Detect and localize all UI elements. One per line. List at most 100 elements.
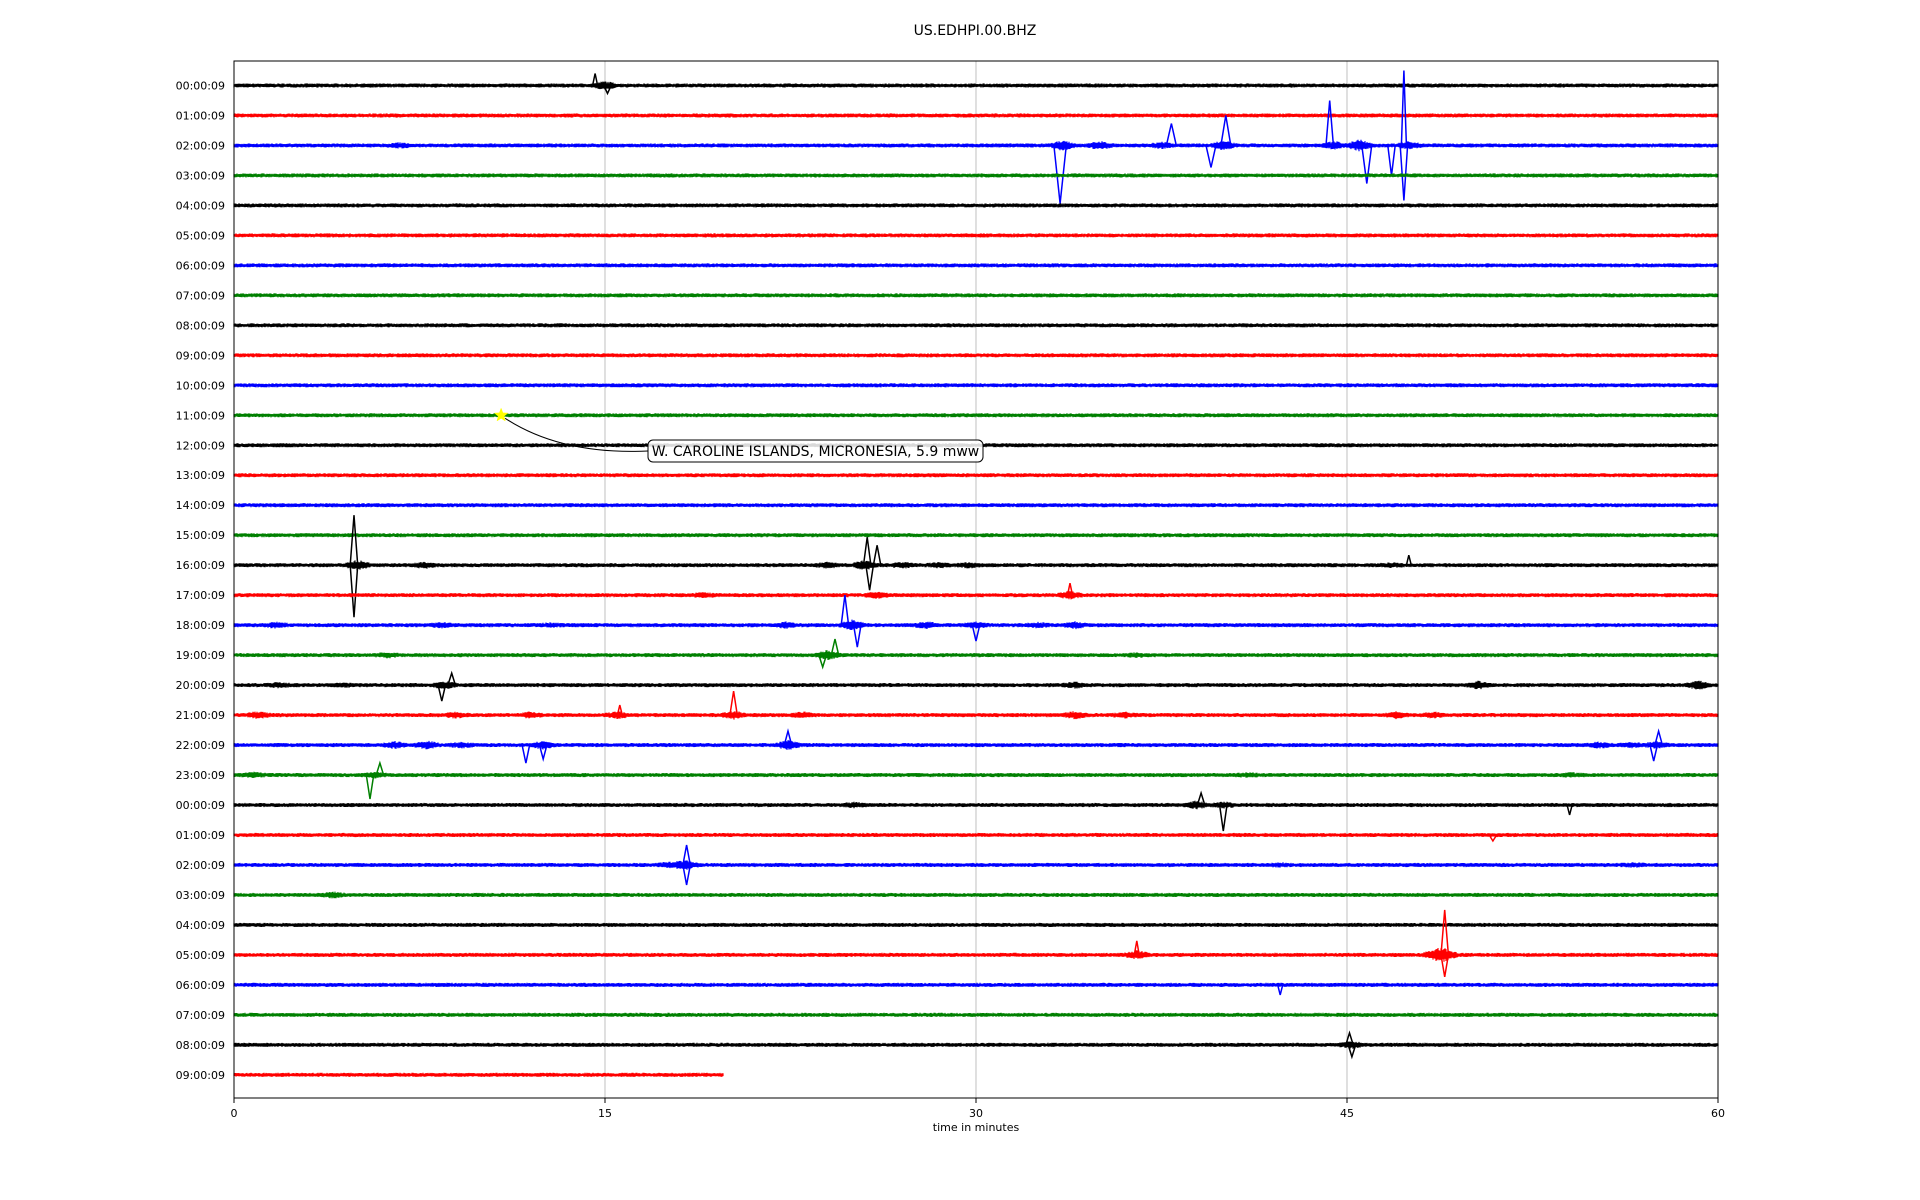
row-time-label: 22:00:09 bbox=[176, 739, 225, 752]
trace-spike bbox=[349, 515, 359, 566]
row-time-label: 02:00:09 bbox=[176, 859, 225, 872]
row-labels: 00:00:09 01:00:09 02:00:09 03:00:09 04:00:09… bbox=[176, 80, 225, 1082]
trace-spike bbox=[1405, 555, 1413, 566]
row-time-label: 01:00:09 bbox=[176, 829, 225, 842]
trace-spike bbox=[437, 684, 447, 702]
grid-lines bbox=[604, 61, 1348, 1098]
row-time-label: 20:00:09 bbox=[176, 679, 225, 692]
x-axis-label: time in minutes bbox=[933, 1121, 1020, 1134]
trace-spike bbox=[349, 565, 359, 618]
trace-spike bbox=[830, 638, 840, 656]
trace-line bbox=[233, 533, 1719, 538]
row-time-label: 12:00:09 bbox=[176, 439, 225, 452]
x-tick-label: 15 bbox=[598, 1107, 612, 1120]
trace-spike bbox=[840, 595, 850, 626]
row-time-label: 02:00:09 bbox=[176, 139, 225, 152]
row-time-label: 14:00:09 bbox=[176, 499, 225, 512]
trace-spike bbox=[865, 565, 875, 591]
trace-spike bbox=[1399, 145, 1409, 201]
row-time-label: 03:00:09 bbox=[176, 889, 225, 902]
annotation-box bbox=[647, 439, 984, 463]
trace-spike bbox=[682, 864, 692, 886]
row-time-label: 17:00:09 bbox=[176, 589, 225, 602]
row-time-label: 06:00:09 bbox=[176, 259, 225, 272]
trace-spike bbox=[1361, 145, 1373, 184]
trace-spike bbox=[1205, 145, 1217, 168]
trace-spike bbox=[852, 625, 862, 648]
trace-spike bbox=[375, 760, 385, 776]
x-ticks: 0 15 30 45 60 bbox=[231, 1098, 1725, 1120]
event-star-marker bbox=[493, 407, 509, 422]
row-time-label: 00:00:09 bbox=[176, 799, 225, 812]
row-time-label: 11:00:09 bbox=[176, 409, 225, 422]
trace-spike bbox=[862, 537, 872, 566]
trace-spike bbox=[1220, 115, 1232, 146]
row-time-label: 04:00:09 bbox=[176, 919, 225, 932]
trace-spike bbox=[1400, 70, 1408, 146]
trace-spike bbox=[1440, 954, 1450, 978]
trace-spike bbox=[971, 624, 981, 642]
trace-line bbox=[233, 233, 1719, 238]
trace-spike bbox=[365, 774, 375, 800]
trace-spike bbox=[1066, 583, 1074, 596]
trace-spike bbox=[1165, 123, 1178, 146]
trace-spike bbox=[729, 690, 739, 716]
row-time-label: 09:00:09 bbox=[176, 1069, 225, 1082]
trace-line bbox=[233, 503, 1719, 508]
event-annotation: W. CAROLINE ISLANDS, MICRONESIA, 5.9 mww bbox=[493, 407, 984, 463]
trace-spike bbox=[591, 73, 599, 86]
row-time-label: 07:00:09 bbox=[176, 1009, 225, 1022]
row-time-label: 00:00:09 bbox=[176, 80, 225, 93]
row-time-label: 09:00:09 bbox=[176, 349, 225, 362]
trace-spike bbox=[1440, 909, 1450, 955]
trace-line bbox=[233, 293, 1719, 298]
trace-spike bbox=[1276, 984, 1284, 996]
trace-spike bbox=[447, 670, 457, 686]
row-time-label: 05:00:09 bbox=[176, 949, 225, 962]
x-tick-label: 30 bbox=[969, 1107, 983, 1120]
trace-spike bbox=[682, 844, 692, 866]
x-tick-label: 45 bbox=[1340, 1107, 1354, 1120]
row-time-label: 23:00:09 bbox=[176, 769, 225, 782]
trace-spike bbox=[1649, 744, 1659, 762]
row-time-label: 16:00:09 bbox=[176, 559, 225, 572]
annotation-connector bbox=[504, 417, 649, 452]
trace-spike bbox=[1488, 834, 1498, 843]
row-time-label: 18:00:09 bbox=[176, 619, 225, 632]
trace-spike bbox=[1347, 1044, 1357, 1060]
trace-spike bbox=[1654, 728, 1664, 746]
row-time-label: 08:00:09 bbox=[176, 319, 225, 332]
row-time-label: 06:00:09 bbox=[176, 979, 225, 992]
row-time-label: 07:00:09 bbox=[176, 289, 225, 302]
trace-spike bbox=[1218, 804, 1228, 832]
trace-spike bbox=[521, 744, 531, 764]
chart-title: US.EDHPI.00.BHZ bbox=[914, 23, 1037, 39]
trace-spike bbox=[1133, 940, 1140, 956]
row-time-label: 13:00:09 bbox=[176, 469, 225, 482]
trace-spike bbox=[603, 85, 612, 96]
row-time-label: 03:00:09 bbox=[176, 169, 225, 182]
annotation-text: W. CAROLINE ISLANDS, MICRONESIA, 5.9 mww bbox=[652, 444, 979, 460]
trace-spike bbox=[818, 654, 828, 670]
trace-spike bbox=[616, 704, 624, 716]
trace-spike bbox=[783, 728, 793, 746]
trace-line bbox=[233, 922, 1719, 927]
trace-spike bbox=[1196, 790, 1206, 806]
row-time-label: 15:00:09 bbox=[176, 529, 225, 542]
row-time-label: 05:00:09 bbox=[176, 229, 225, 242]
row-time-label: 21:00:09 bbox=[176, 709, 225, 722]
row-time-label: 10:00:09 bbox=[176, 379, 225, 392]
trace-spike bbox=[538, 744, 548, 763]
trace-spike bbox=[1345, 1030, 1354, 1046]
x-tick-label: 0 bbox=[231, 1107, 238, 1120]
trace-spike bbox=[872, 545, 882, 566]
x-tick-label: 60 bbox=[1711, 1107, 1725, 1120]
row-time-label: 01:00:09 bbox=[176, 109, 225, 122]
trace-spike bbox=[1325, 100, 1335, 146]
trace-line bbox=[233, 1072, 724, 1077]
row-time-label: 08:00:09 bbox=[176, 1039, 225, 1052]
row-time-label: 19:00:09 bbox=[176, 649, 225, 662]
trace-spike bbox=[1566, 804, 1573, 816]
row-time-label: 04:00:09 bbox=[176, 199, 225, 212]
